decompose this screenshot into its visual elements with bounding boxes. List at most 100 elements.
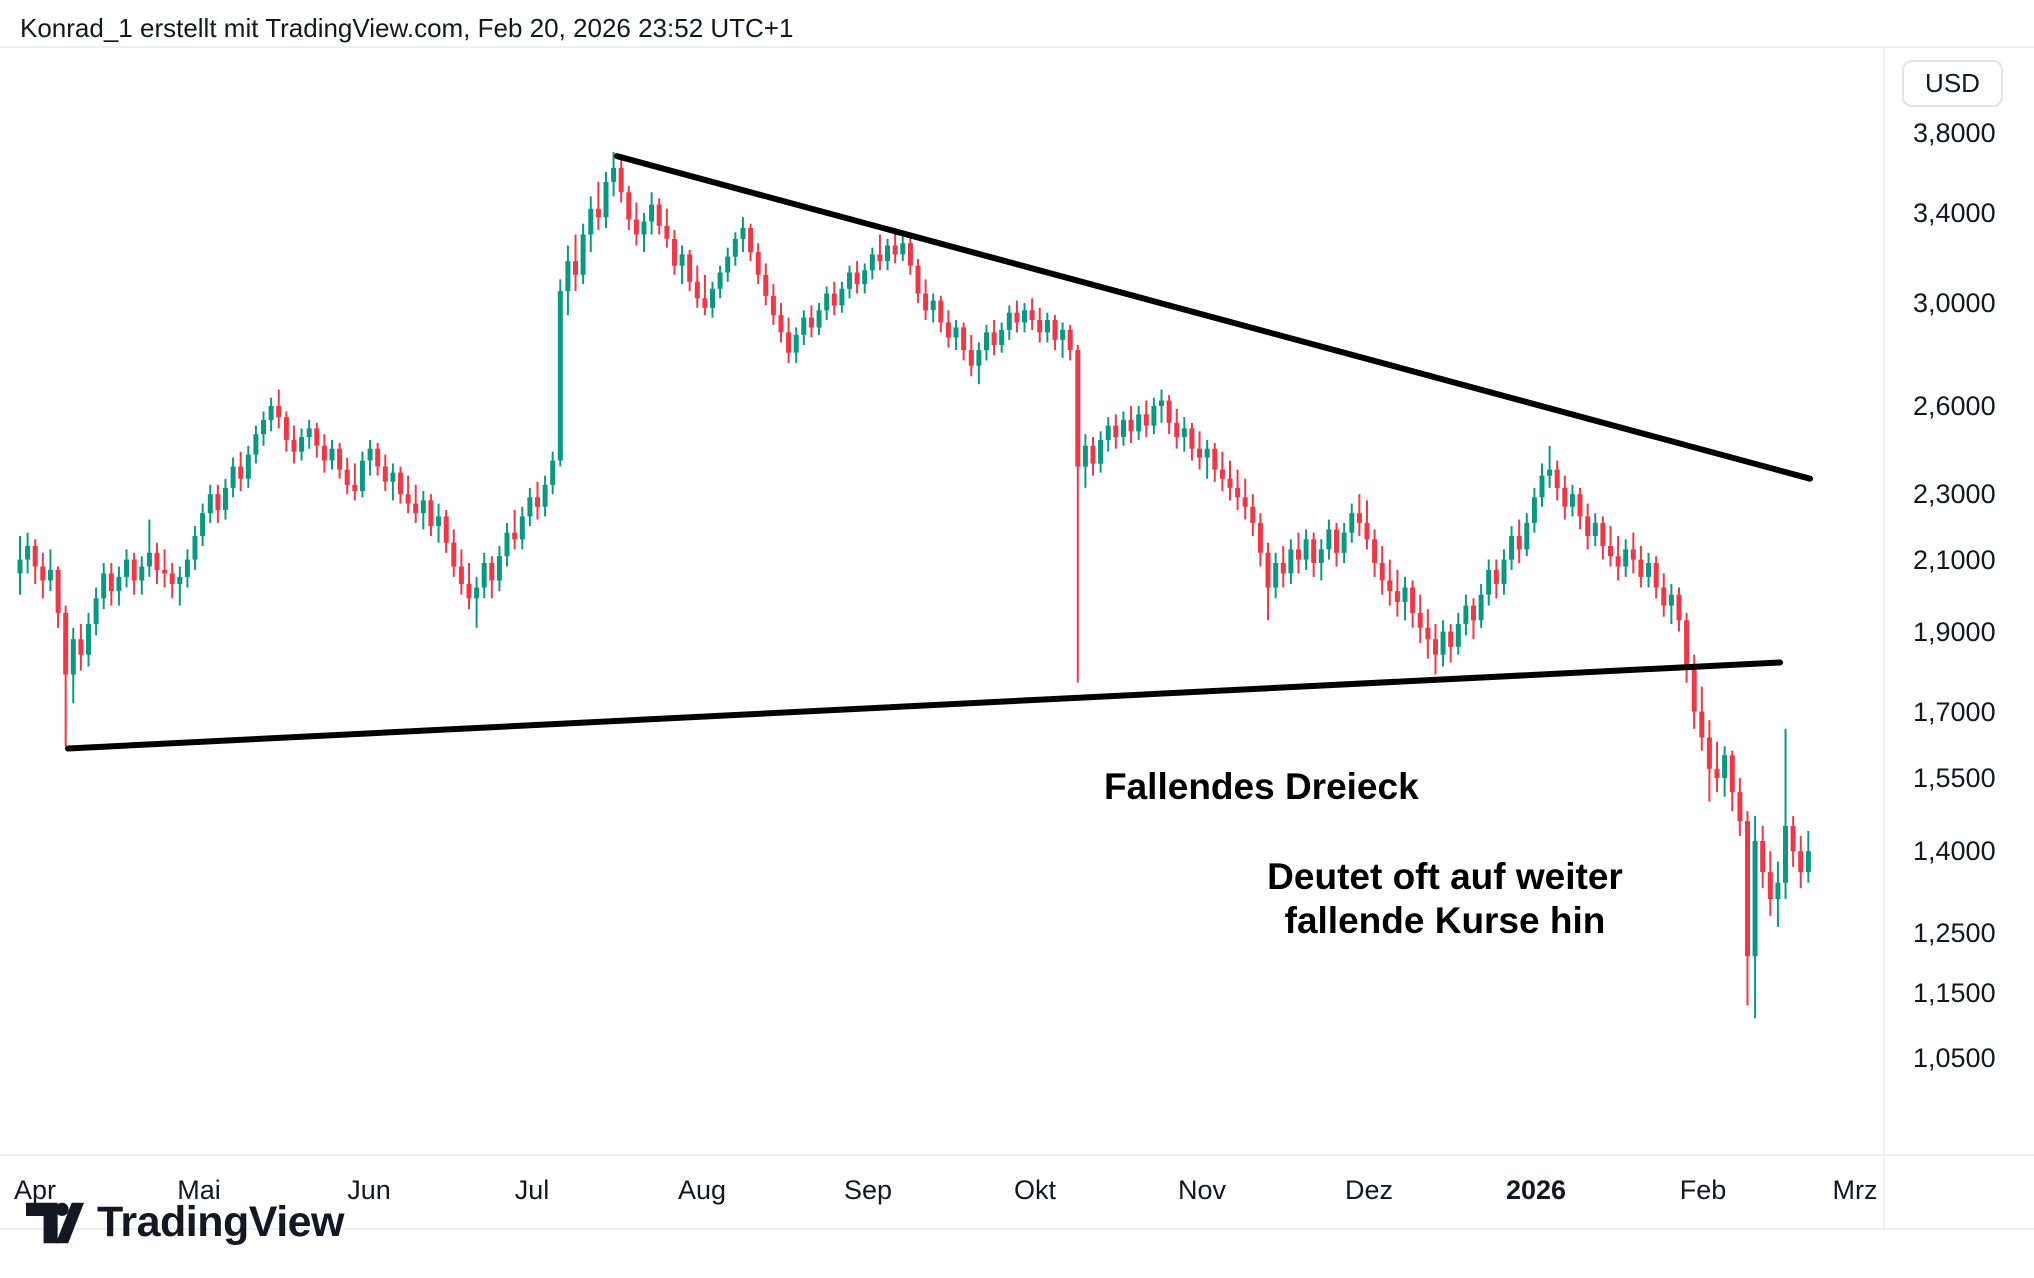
- candle-body-up: [869, 254, 875, 271]
- candle-body-down: [1699, 711, 1705, 738]
- candle-body-up: [1486, 569, 1492, 595]
- candle-body-up: [1722, 755, 1728, 778]
- logo-bar-shape: [26, 1202, 58, 1243]
- candle-body-up: [474, 587, 480, 599]
- candle-body-up: [1006, 312, 1012, 330]
- candle-body-up: [230, 466, 236, 488]
- candle-body-down: [321, 445, 327, 461]
- candle-body-up: [1181, 428, 1187, 437]
- candle-body-up: [710, 288, 715, 308]
- candle-body-up: [1159, 400, 1164, 406]
- price-tick-label: 3,0000: [1913, 288, 1996, 319]
- candle-body-up: [245, 454, 251, 479]
- trendline-resistance: [614, 153, 1813, 482]
- candle-body-down: [1356, 513, 1362, 523]
- tradingview-logo[interactable]: TradingView: [26, 1198, 345, 1247]
- candle-body-down: [618, 167, 624, 193]
- candle-body-down: [382, 466, 388, 482]
- candle-body-up: [1623, 549, 1629, 567]
- candle-body-up: [1592, 522, 1598, 536]
- candle-body-up: [1783, 826, 1788, 883]
- candle-body-down: [1577, 494, 1583, 517]
- candle-body-down: [1265, 552, 1271, 588]
- candle-body-up: [184, 559, 190, 577]
- candle-body-up: [557, 291, 563, 461]
- candle-body-up: [1136, 414, 1142, 432]
- candle-body-up: [86, 624, 91, 655]
- price-tick-label: 1,1500: [1913, 977, 1996, 1008]
- candle-body-up: [359, 460, 365, 492]
- candle-body-down: [512, 532, 518, 540]
- candle-body-up: [1455, 624, 1461, 647]
- candle-body-up: [1082, 445, 1088, 467]
- candle-body-down: [1075, 350, 1081, 467]
- candle-body-down: [1014, 312, 1020, 323]
- candle-body-up: [1341, 532, 1347, 553]
- time-axis-label: Mrz: [1832, 1175, 1878, 1205]
- candle-body-down: [1387, 580, 1393, 592]
- time-axis-label: 2026: [1505, 1175, 1567, 1205]
- candle-body-down: [1311, 539, 1317, 563]
- candle-body-up: [146, 552, 152, 567]
- candle-body-down: [755, 252, 761, 275]
- candle-body-up: [847, 272, 852, 289]
- candle-body-down: [763, 274, 769, 296]
- candle-body-up: [504, 532, 510, 557]
- candle-body-up: [1288, 549, 1294, 574]
- candle-body-down: [78, 639, 84, 655]
- candle-body-down: [1067, 329, 1073, 351]
- candle-body-down: [1714, 768, 1720, 778]
- candle-body-down: [1798, 851, 1804, 873]
- candle-body-up: [268, 406, 274, 420]
- logo-dot-shape: [55, 1202, 69, 1216]
- candle-body-down: [1227, 478, 1233, 488]
- candle-body-down: [1691, 666, 1697, 712]
- candle-body-down: [1653, 563, 1659, 588]
- candle-body-up: [1478, 594, 1484, 621]
- candle-body-down: [1219, 469, 1225, 479]
- candle-body-down: [1760, 841, 1766, 873]
- candle-body-up: [679, 254, 685, 266]
- candle-body-up: [299, 437, 305, 452]
- candle-body-up: [793, 334, 799, 353]
- candle-body-down: [1143, 414, 1149, 426]
- candle-body-up: [1204, 448, 1210, 458]
- candle-body-up: [93, 598, 99, 625]
- candle-body-up: [1463, 605, 1469, 625]
- candle-body-up: [1121, 419, 1126, 437]
- candle-body-down: [375, 448, 381, 467]
- candle-body-up: [101, 573, 107, 599]
- candle-body-down: [314, 428, 320, 446]
- candle-body-up: [885, 245, 890, 262]
- price-tick-label: 1,4000: [1913, 836, 1996, 867]
- candle-body-down: [55, 569, 61, 613]
- candle-body-down: [672, 238, 677, 266]
- candle-body-up: [519, 516, 525, 540]
- candle-body-up: [527, 497, 533, 517]
- candle-body-down: [961, 327, 967, 351]
- time-axis-label: Jul: [514, 1175, 550, 1205]
- candle-body-down: [1615, 556, 1621, 567]
- candle-body-down: [915, 265, 921, 294]
- candle-body-up: [588, 208, 594, 235]
- candle-body-down: [1737, 792, 1743, 822]
- implication-line-1: Deutet oft auf weiter: [1267, 856, 1623, 897]
- time-axis-label: Jun: [347, 1175, 391, 1205]
- candle-body-down: [1471, 605, 1476, 621]
- chart-top-border: [0, 46, 2034, 48]
- candle-body-down: [1425, 627, 1431, 640]
- candle-body-down: [938, 300, 944, 323]
- candle-body-down: [907, 243, 913, 266]
- candle-body-down: [215, 494, 221, 510]
- candle-body-down: [1417, 612, 1423, 628]
- price-axis-separator: [1883, 46, 1885, 1230]
- candle-body-down: [1790, 826, 1796, 852]
- candle-body-down: [573, 261, 578, 275]
- implication-line-2: fallende Kurse hin: [1284, 900, 1606, 941]
- time-axis-label: Sep: [843, 1175, 893, 1205]
- candle-body-up: [1349, 513, 1355, 533]
- candle-body-down: [1037, 320, 1043, 333]
- candle-body-down: [1661, 587, 1667, 606]
- implication-annotation: Deutet oft auf weiter fallende Kurse hin: [1235, 855, 1655, 943]
- candle-body-down: [1372, 539, 1378, 563]
